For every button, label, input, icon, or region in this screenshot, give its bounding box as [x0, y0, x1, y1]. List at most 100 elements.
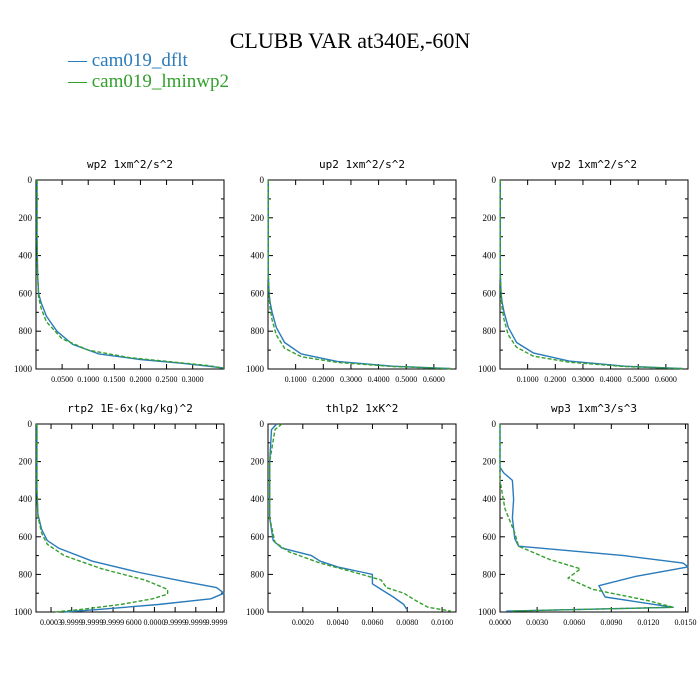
- y-tick-label: 200: [19, 213, 33, 223]
- x-tick-label: 0.0000: [489, 618, 511, 627]
- panel-title: vp2 1xm^2/s^2: [551, 158, 637, 171]
- x-tick-label: 0.0150: [675, 618, 697, 627]
- series-line-cam019_lminwp2: [269, 423, 451, 612]
- series-line-cam019_lminwp2: [267, 180, 451, 370]
- series-line-cam019_dflt: [36, 424, 225, 613]
- panel-title: thlp2 1xK^2: [326, 402, 399, 415]
- y-tick-label: 400: [19, 251, 33, 261]
- x-tick-label: 0.5000: [627, 375, 649, 384]
- plot-frame: [499, 423, 689, 613]
- y-tick-label: 200: [19, 457, 33, 467]
- x-tick-label: 0.0060: [563, 618, 585, 627]
- x-tick-label: 0.0120: [637, 618, 659, 627]
- chart-panel-1: wp2 1xm^2/s^2 0 200 400 600 800 1000 0.0500 0.10…: [14, 158, 225, 384]
- y-tick-label: 600: [19, 288, 33, 298]
- y-tick-label: 600: [483, 532, 497, 542]
- y-tick-label: 600: [483, 288, 497, 298]
- y-tick-label: 0: [260, 419, 265, 429]
- x-tick-label: 0.0030: [526, 618, 548, 627]
- y-tick-label: 1000: [14, 364, 33, 374]
- panel-title: rtp2 1E-6x(kg/kg)^2: [67, 402, 193, 415]
- x-tick-label: 9.9999: [81, 618, 103, 627]
- x-tick-label: 0.0090: [600, 618, 622, 627]
- y-tick-label: 400: [483, 251, 497, 261]
- panel-title: wp2 1xm^2/s^2: [87, 158, 173, 171]
- legend-entry-dflt: — cam019_dflt: [68, 50, 188, 71]
- x-tick-label: 0.4000: [600, 375, 622, 384]
- series-line-cam019_lminwp2: [36, 180, 225, 369]
- y-tick-label: 200: [251, 213, 265, 223]
- x-tick-label: 9.9999: [102, 618, 124, 627]
- panel-title: up2 1xm^2/s^2: [319, 158, 405, 171]
- y-tick-label: 200: [483, 213, 497, 223]
- series-line-cam019_dflt: [269, 423, 408, 611]
- x-tick-label: 0.0080: [396, 618, 418, 627]
- x-tick-label: 0.0020: [292, 618, 314, 627]
- x-tick-label: 0.2000: [129, 375, 151, 384]
- chart-panel-2: up2 1xm^2/s^2 0 200 400 600 800 1000 0.1000 0.20…: [246, 158, 457, 384]
- y-tick-label: 0: [260, 175, 265, 185]
- y-tick-label: 800: [251, 326, 265, 336]
- x-tick-label: 0.2500: [156, 375, 178, 384]
- y-tick-label: 200: [483, 457, 497, 467]
- plot-frame: [267, 423, 457, 613]
- y-tick-label: 400: [251, 251, 265, 261]
- x-tick-label: 0.1000: [517, 375, 539, 384]
- y-tick-label: 800: [19, 569, 33, 579]
- series-line-cam019_lminwp2: [499, 424, 674, 612]
- y-tick-label: 1000: [478, 607, 497, 617]
- y-tick-label: 800: [19, 326, 33, 336]
- y-tick-label: 1000: [246, 364, 265, 374]
- y-tick-label: 800: [483, 569, 497, 579]
- x-tick-label: 0.2000: [312, 375, 334, 384]
- chart-panel-3: vp2 1xm^2/s^2 0 200 400 600 800 1000 0.1000 0.20…: [478, 158, 689, 384]
- x-tick-label: 9.9999: [205, 618, 227, 627]
- x-tick-label: 0.0500: [51, 375, 73, 384]
- y-tick-label: 200: [251, 457, 265, 467]
- x-tick-label: 0.3000: [182, 375, 204, 384]
- y-tick-label: 1000: [478, 364, 497, 374]
- series-line-cam019_lminwp2: [499, 180, 683, 370]
- plot-frame: [267, 179, 457, 370]
- x-tick-label: 0.0003: [40, 618, 62, 627]
- x-tick-label: 0.3000: [340, 375, 362, 384]
- x-tick-label: 9.9999: [185, 618, 207, 627]
- x-tick-label: 0.6000: [655, 375, 677, 384]
- y-tick-label: 600: [251, 532, 265, 542]
- x-tick-label: 6000: [126, 618, 142, 627]
- y-tick-label: 800: [251, 569, 265, 579]
- x-tick-label: 0.1500: [103, 375, 125, 384]
- x-tick-label: 0.1000: [285, 375, 307, 384]
- x-tick-label: 0.5000: [395, 375, 417, 384]
- y-tick-label: 0: [28, 175, 33, 185]
- panel-title: wp3 1xm^3/s^3: [551, 402, 637, 415]
- y-tick-label: 0: [28, 419, 33, 429]
- series-line-cam019_dflt: [499, 180, 683, 370]
- y-tick-label: 600: [19, 532, 33, 542]
- figure-title: CLUBB VAR at340E,-60N: [229, 28, 471, 53]
- chart-panel-5: thlp2 1xK^2 0 200 400 600 800 1000 0.0020 0.0040…: [246, 402, 457, 627]
- y-tick-label: 0: [492, 175, 497, 185]
- series-line-cam019_dflt: [499, 424, 689, 612]
- series-line-cam019_dflt: [267, 180, 451, 370]
- x-tick-label: 0.4000: [368, 375, 390, 384]
- x-tick-label: 0.0100: [431, 618, 453, 627]
- series-line-cam019_lminwp2: [36, 424, 169, 613]
- y-tick-label: 800: [483, 326, 497, 336]
- x-tick-label: 9.9999: [164, 618, 186, 627]
- y-tick-label: 400: [19, 494, 33, 504]
- x-tick-label: 0.2000: [544, 375, 566, 384]
- chart-panel-4: rtp2 1E-6x(kg/kg)^2 0 200 400 600 800 1000 0.00…: [14, 402, 227, 627]
- x-tick-label: 0.0000: [143, 618, 165, 627]
- y-tick-label: 400: [483, 494, 497, 504]
- x-tick-label: 0.6000: [423, 375, 445, 384]
- y-tick-label: 1000: [14, 607, 33, 617]
- plot-frame: [499, 179, 689, 370]
- y-tick-label: 1000: [246, 607, 265, 617]
- legend-entry-lminwp2: — cam019_lminwp2: [68, 71, 229, 92]
- x-tick-label: 0.3000: [572, 375, 594, 384]
- x-tick-label: 0.1000: [77, 375, 99, 384]
- plot-frame: [35, 179, 225, 370]
